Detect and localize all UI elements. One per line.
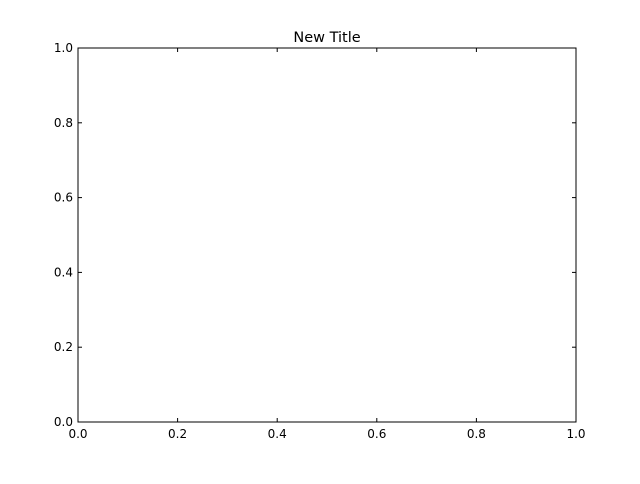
y-tick-label: 1.0 — [54, 41, 73, 55]
x-tick-label: 0.2 — [168, 427, 187, 441]
y-tick-label: 0.4 — [54, 265, 73, 279]
plot-frame — [77, 47, 577, 423]
x-tick-label: 0.0 — [68, 427, 87, 441]
plot-area — [78, 48, 576, 422]
y-tick-label: 0.2 — [54, 340, 73, 354]
x-tick-label: 0.4 — [268, 427, 287, 441]
chart-title: New Title — [293, 30, 360, 46]
x-tick-label: 1.0 — [566, 427, 585, 441]
y-tick-label: 0.6 — [54, 191, 73, 205]
y-tick-label: 0.8 — [54, 116, 73, 130]
tick-labels-layer: 0.0 0.2 0.4 0.6 0.8 1.0 0.0 0.2 0.4 0.6 0.8 1.0 — [54, 41, 586, 441]
y-tick-label: 0.0 — [54, 415, 73, 429]
x-tick-label: 0.8 — [467, 427, 486, 441]
x-tick-label: 0.6 — [367, 427, 386, 441]
